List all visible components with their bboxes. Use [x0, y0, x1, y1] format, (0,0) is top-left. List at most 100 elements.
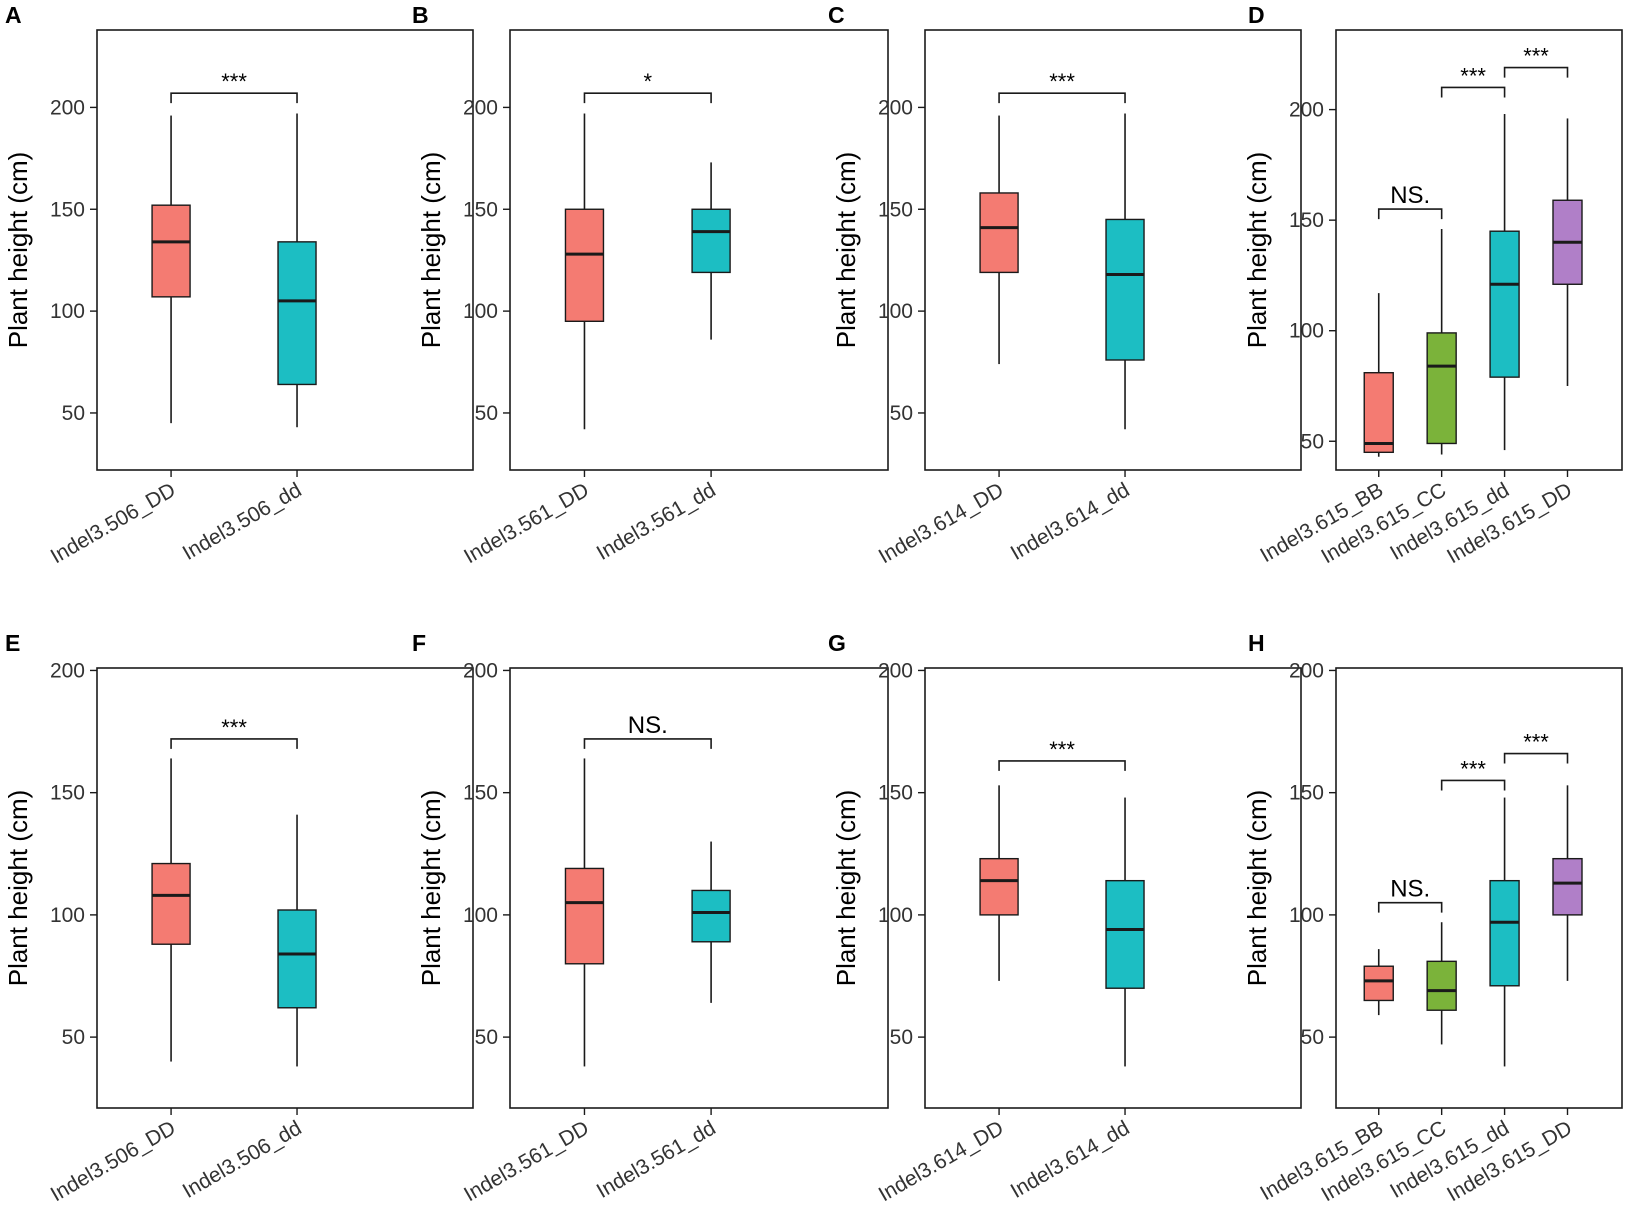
significance-label: * [643, 69, 652, 94]
y-tick-label: 150 [878, 782, 913, 805]
significance-bracket: *** [170, 715, 298, 749]
bracket-line [170, 738, 298, 749]
significance-label: *** [1049, 737, 1075, 762]
box-iqr [151, 862, 191, 945]
x-tick-label: Indel3.614_DD [875, 1116, 1008, 1206]
x-tick-label: Indel3.561_dd [593, 1116, 720, 1202]
significance-label: *** [1049, 69, 1075, 94]
significance-bracket: *** [998, 737, 1126, 771]
y-tick-label: 100 [1289, 904, 1324, 927]
box-iqr [277, 909, 317, 1009]
panel-a: A 50 100 150 200 Plant height (cm) Indel3.506_… [3, 2, 474, 568]
x-tick-label: Indel3.561_DD [460, 478, 593, 568]
box-Indel3.561_dd [691, 841, 731, 1003]
panel-g: G 50 100 150 200 Plant height (cm) Indel3.614_… [828, 630, 1302, 1206]
bracket-line [1377, 208, 1443, 220]
panel-letter: F [412, 630, 426, 656]
box-iqr [1426, 960, 1457, 1011]
box-iqr [979, 192, 1019, 274]
box-Indel3.615_CC [1426, 228, 1457, 455]
y-tick-label: 150 [463, 198, 498, 221]
box-Indel3.561_DD [564, 758, 605, 1067]
bracket-line [1440, 86, 1506, 98]
plot-frame [509, 667, 889, 1109]
box-Indel3.614_DD [979, 115, 1019, 365]
panel-f: F 50 100 150 200 Plant height (cm) Indel3.561_… [412, 630, 889, 1206]
plot-frame [924, 29, 1302, 471]
significance-label: *** [221, 715, 247, 740]
significance-label: *** [1523, 44, 1549, 69]
y-tick-label: 150 [50, 782, 85, 805]
bracket-line [1440, 779, 1506, 791]
box-iqr [151, 204, 191, 298]
plot-frame [509, 29, 889, 471]
bracket-line [583, 92, 712, 104]
bracket-line [1503, 66, 1569, 78]
significance-label: NS. [1390, 182, 1430, 209]
y-tick-label: 200 [463, 96, 498, 119]
box-iqr [1105, 879, 1145, 989]
panel-letter: D [1248, 2, 1265, 28]
y-tick-label: 200 [1289, 99, 1324, 122]
y-tick-label: 200 [463, 659, 498, 682]
y-tick-label: 200 [1289, 659, 1324, 682]
significance-bracket: *** [1503, 44, 1569, 78]
x-tick-label: Indel3.506_DD [47, 478, 180, 568]
significance-label: NS. [1390, 876, 1430, 903]
y-tick-label: 100 [878, 904, 913, 927]
bracket-line [170, 92, 298, 104]
box-Indel3.615_BB [1363, 949, 1394, 1016]
panel-letter: C [828, 2, 845, 28]
y-tick-label: 100 [50, 300, 85, 323]
panel-letter: A [5, 2, 22, 28]
significance-bracket: *** [998, 69, 1126, 104]
y-tick-label: 100 [878, 300, 913, 323]
significance-bracket: NS. [1377, 182, 1443, 220]
y-axis-label: Plant height (cm) [1242, 152, 1272, 349]
significance-bracket: * [583, 69, 712, 104]
x-tick-label: Indel3.561_DD [460, 1116, 593, 1206]
box-Indel3.614_dd [1105, 113, 1145, 430]
plot-frame [96, 29, 474, 471]
y-tick-label: 50 [1301, 430, 1324, 453]
y-axis-label: Plant height (cm) [416, 152, 446, 349]
box-Indel3.561_dd [691, 162, 731, 340]
x-tick-label: Indel3.506_DD [47, 1116, 180, 1206]
box-iqr [979, 857, 1019, 916]
box-Indel3.506_DD [151, 758, 191, 1062]
box-iqr [277, 241, 317, 386]
box-Indel3.506_DD [151, 115, 191, 424]
y-axis-label: Plant height (cm) [3, 790, 33, 987]
y-tick-label: 150 [1289, 782, 1324, 805]
box-Indel3.614_DD [979, 785, 1019, 981]
significance-bracket: NS. [1377, 876, 1443, 913]
y-axis-label: Plant height (cm) [831, 152, 861, 349]
plot-frame [96, 667, 474, 1109]
y-tick-label: 150 [463, 782, 498, 805]
y-tick-label: 50 [1301, 1026, 1324, 1049]
box-Indel3.615_DD [1552, 785, 1583, 981]
y-tick-label: 50 [890, 402, 913, 425]
plot-frame [924, 667, 1302, 1109]
box-iqr [564, 867, 605, 965]
significance-label: *** [1460, 756, 1486, 781]
y-tick-label: 200 [878, 96, 913, 119]
box-Indel3.506_dd [277, 113, 317, 428]
plot-frame [1335, 29, 1623, 471]
significance-bracket: *** [1440, 63, 1506, 98]
panel-letter: B [412, 2, 429, 28]
x-tick-label: Indel3.506_dd [179, 1116, 306, 1202]
box-iqr [1552, 857, 1583, 916]
plot-frame [1335, 667, 1623, 1109]
y-tick-label: 50 [890, 1026, 913, 1049]
y-tick-label: 100 [50, 904, 85, 927]
y-axis-label: Plant height (cm) [831, 790, 861, 987]
significance-bracket: *** [1503, 730, 1569, 764]
panel-c: C 50 100 150 200 Plant height (cm) Indel3.614_… [828, 2, 1302, 568]
panel-e: E 50 100 150 200 Plant height (cm) Indel3.506_… [3, 630, 474, 1206]
bracket-line [583, 738, 712, 749]
y-tick-label: 200 [50, 96, 85, 119]
x-tick-label: Indel3.614_dd [1007, 478, 1134, 564]
